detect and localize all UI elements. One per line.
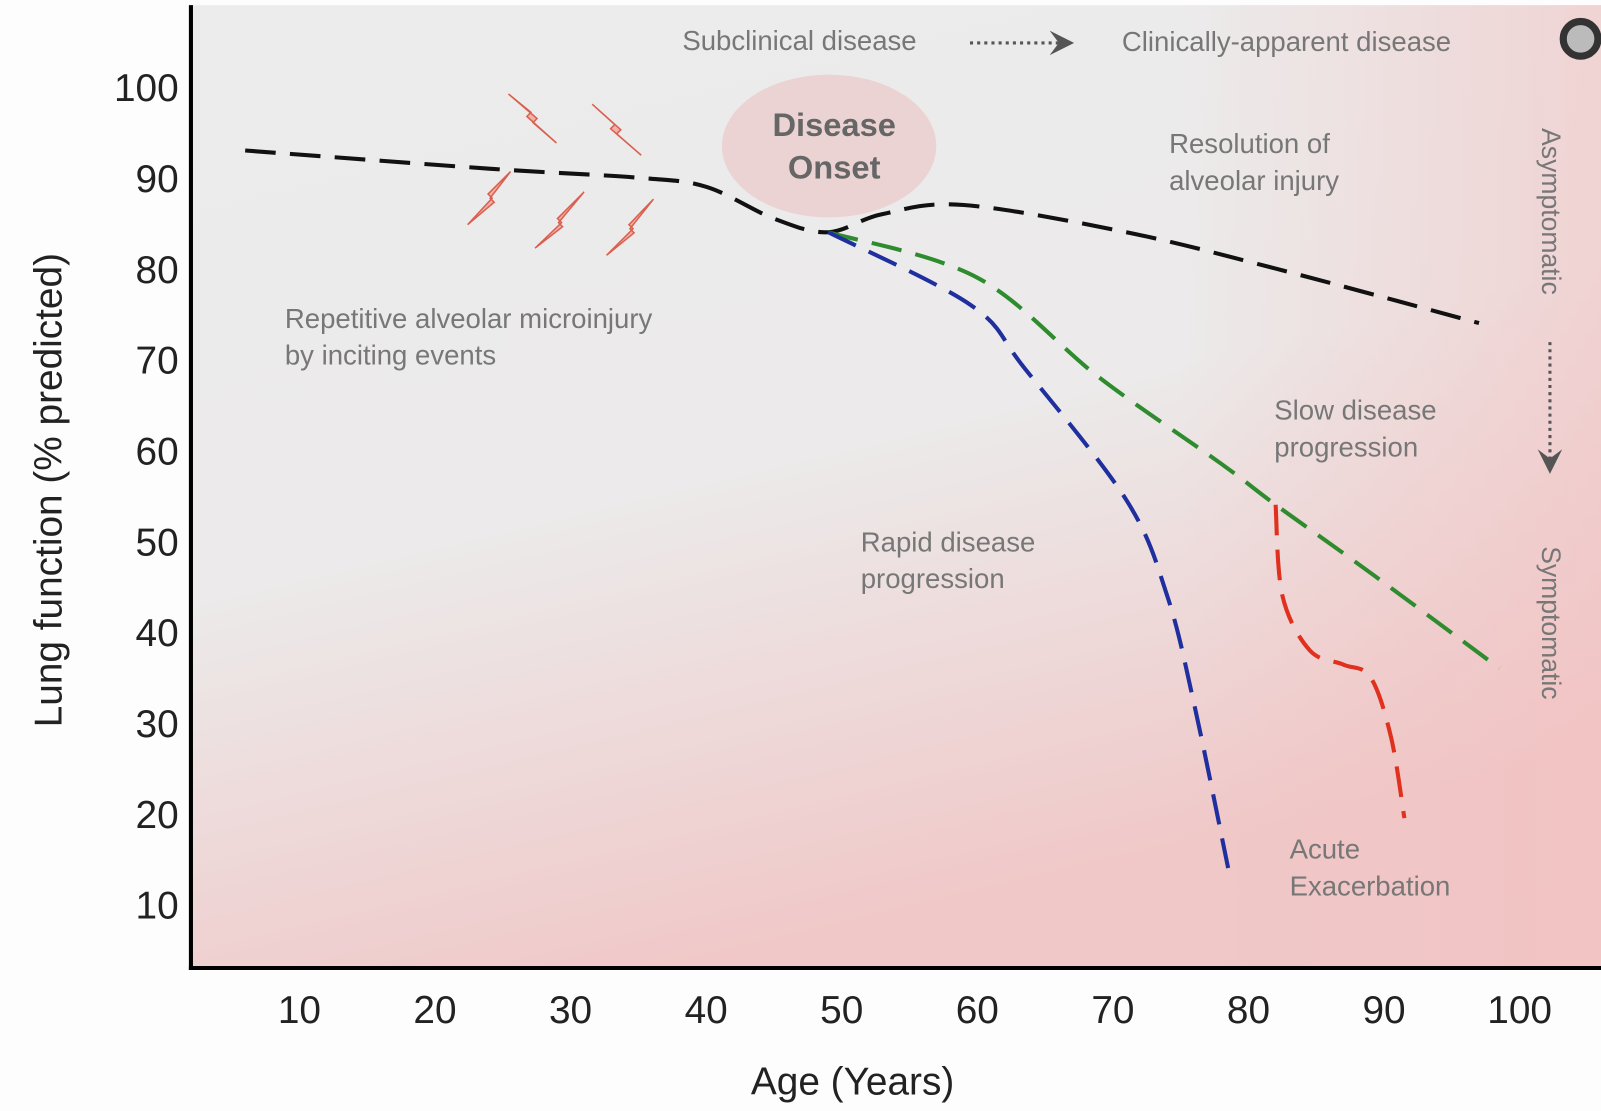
annotation: Asymptomatic xyxy=(1536,128,1566,295)
line-series xyxy=(245,148,1480,326)
y-tick-label: 90 xyxy=(136,158,179,201)
annotation: Acute xyxy=(1290,834,1360,865)
annotation: Onset xyxy=(788,149,881,186)
y-tick-label: 100 xyxy=(114,67,179,110)
y-tick-label: 10 xyxy=(136,885,179,928)
annotation: Symptomatic xyxy=(1536,546,1566,699)
x-tick-label: 50 xyxy=(820,989,863,1032)
onset-bubble xyxy=(721,74,937,218)
annotation: by inciting events xyxy=(285,340,496,371)
lightning-icons xyxy=(467,93,655,256)
y-tick-label: 40 xyxy=(136,612,179,655)
line-series xyxy=(1273,504,1407,819)
annotation: Repetitive alveolar microinjury xyxy=(285,303,653,334)
annotation: progression xyxy=(1274,431,1418,462)
annotation: Disease xyxy=(772,106,895,143)
y-axis-title: Lung function (% predicted) xyxy=(27,253,70,727)
annotation: Resolution of xyxy=(1169,128,1330,159)
x-axis-title: Age (Years) xyxy=(751,1061,954,1104)
line-series xyxy=(827,230,1231,869)
y-tick-label: 30 xyxy=(136,703,179,746)
annotation: progression xyxy=(861,563,1005,594)
x-tick-label: 40 xyxy=(685,989,728,1032)
annotation: Clinically-apparent disease xyxy=(1122,26,1451,57)
y-tick-label: 60 xyxy=(136,431,179,474)
corner-icon xyxy=(1559,17,1601,60)
line-series xyxy=(827,230,1501,670)
y-tick-label: 80 xyxy=(136,249,179,292)
x-tick-label: 90 xyxy=(1362,989,1405,1032)
annotation: Rapid disease xyxy=(861,526,1036,557)
x-tick-label: 60 xyxy=(956,989,999,1032)
y-tick-label: 20 xyxy=(136,794,179,837)
annotation: Exacerbation xyxy=(1290,871,1451,902)
x-tick-label: 30 xyxy=(549,989,592,1032)
y-tick-label: 50 xyxy=(136,521,179,564)
annotation: Slow disease xyxy=(1274,395,1436,426)
x-tick-label: 10 xyxy=(278,989,321,1032)
x-tick-label: 70 xyxy=(1091,989,1134,1032)
annotation: alveolar injury xyxy=(1169,165,1339,196)
x-tick-label: 100 xyxy=(1487,989,1552,1032)
x-tick-label: 80 xyxy=(1227,989,1270,1032)
y-tick-label: 70 xyxy=(136,340,179,383)
x-tick-label: 20 xyxy=(413,989,456,1032)
annotation: Subclinical disease xyxy=(682,25,916,56)
